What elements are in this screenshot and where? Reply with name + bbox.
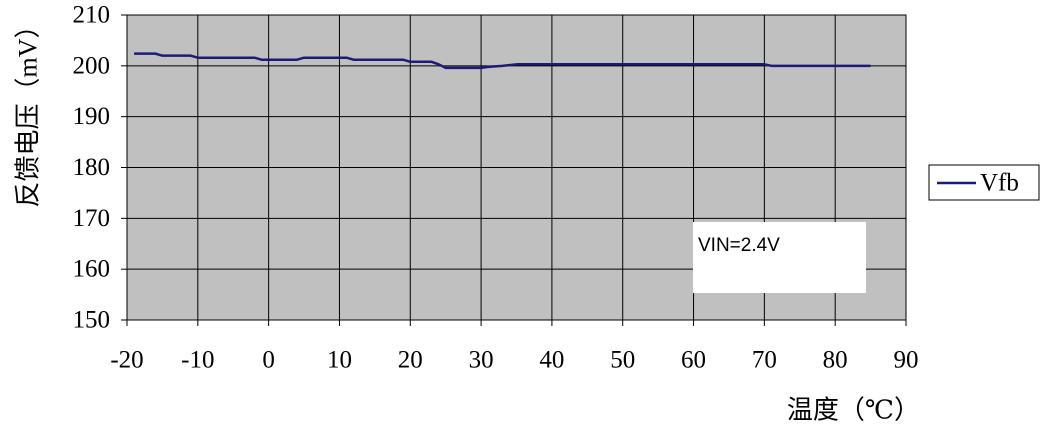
annotation-box: VIN=2.4V — [693, 222, 866, 293]
x-tick-label: -10 — [181, 347, 214, 374]
x-tick-label: 70 — [752, 347, 777, 374]
y-axis-title: 反馈电压（mV） — [14, 12, 43, 207]
x-tick-labels: -20 -10 0 10 20 30 40 50 60 70 80 90 — [110, 347, 918, 374]
annotation-background — [693, 222, 866, 293]
legend-label-vfb: Vfb — [980, 170, 1019, 197]
y-tick-label: 180 — [73, 154, 111, 181]
x-tick-label: 30 — [469, 347, 494, 374]
y-tick-labels: 150 160 170 180 190 200 210 — [73, 2, 111, 334]
x-tick-label: 60 — [681, 347, 706, 374]
annotation-text: VIN=2.4V — [698, 235, 780, 256]
x-tick-label: -20 — [110, 347, 143, 374]
x-axis-title: 温度（℃） — [787, 396, 920, 425]
x-tick-label: 20 — [398, 347, 423, 374]
x-tick-label: 40 — [539, 347, 564, 374]
x-tick-label: 90 — [894, 347, 919, 374]
x-tick-label: 10 — [327, 347, 352, 374]
y-tick-label: 200 — [73, 52, 111, 79]
x-tick-label: 50 — [610, 347, 635, 374]
y-tick-label: 150 — [73, 307, 111, 334]
y-tick-label: 210 — [73, 2, 111, 29]
y-tick-label: 190 — [73, 103, 111, 130]
y-tick-label: 160 — [73, 256, 111, 283]
series-layer — [134, 52, 871, 70]
x-tick-label: 80 — [823, 347, 848, 374]
x-tick-label: 0 — [262, 347, 275, 374]
legend: Vfb — [928, 164, 1040, 201]
series-line-vfb — [134, 52, 871, 70]
plot-border — [126, 14, 907, 321]
axis-ticks — [121, 14, 907, 326]
y-tick-label: 170 — [73, 205, 111, 232]
